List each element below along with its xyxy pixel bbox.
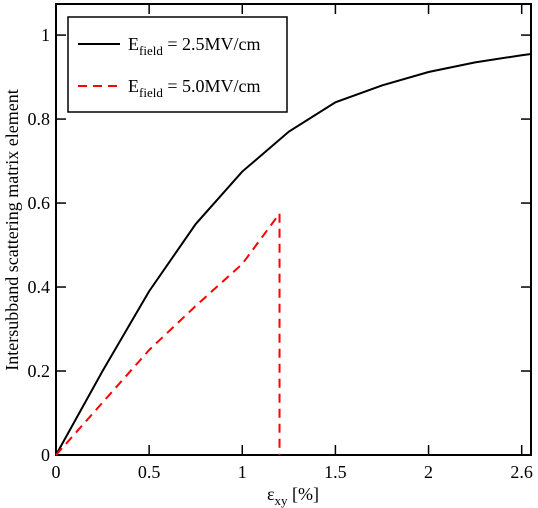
legend-label-part: field: [139, 43, 163, 58]
legend-label: Efield = 5.0MV/cm: [128, 76, 260, 100]
x-tick-label: 1.5: [324, 462, 347, 482]
legend-label-part: E: [128, 34, 139, 54]
x-tick-label: 0.5: [138, 462, 161, 482]
x-tick-label: 2.6: [510, 462, 533, 482]
plot-frame: [55, 3, 532, 456]
x-axis-label: εxy [%]: [267, 484, 319, 508]
legend-label-part: = 5.0MV/cm: [163, 76, 261, 96]
y-axis-label: Intersubband scattering matrix element: [2, 89, 22, 370]
y-tick-label: 1: [41, 25, 50, 45]
legend-label-part: E: [128, 76, 139, 96]
legend-label-part: = 2.5MV/cm: [163, 34, 261, 54]
x-tick-label: 1: [238, 462, 247, 482]
y-tick-label: 0.6: [28, 193, 51, 213]
legend-box: [67, 16, 288, 113]
y-tick-label: 0: [41, 445, 50, 465]
legend-label-part: field: [139, 85, 163, 100]
y-tick-label: 0.8: [28, 109, 51, 129]
legend-label: Efield = 2.5MV/cm: [128, 34, 260, 58]
y-tick-label: 0.4: [28, 277, 51, 297]
series-line: [55, 52, 532, 456]
series-line: [55, 210, 281, 456]
x-tick-label: 0: [52, 462, 61, 482]
x-tick-label: 2: [424, 462, 433, 482]
y-tick-label: 0.2: [28, 361, 51, 381]
